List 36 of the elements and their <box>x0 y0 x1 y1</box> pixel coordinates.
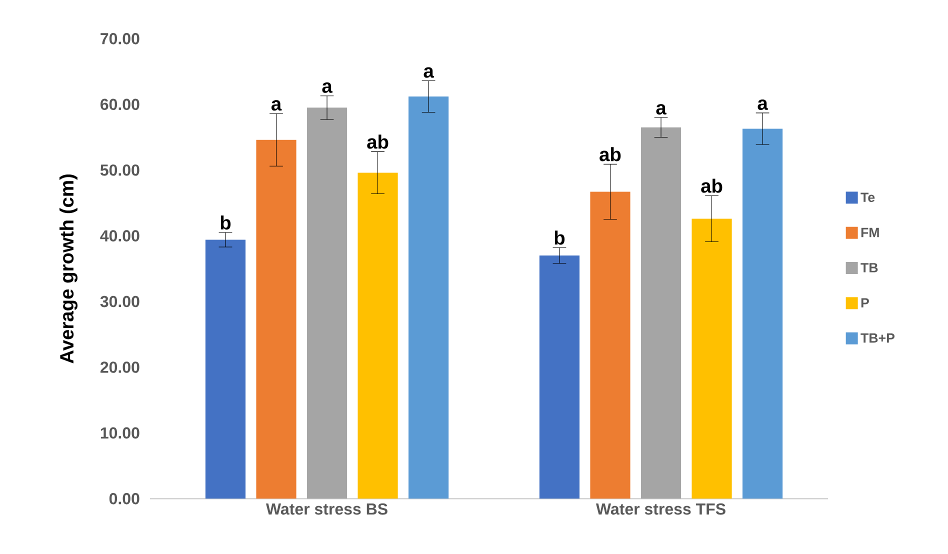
legend-label: Te <box>860 192 875 202</box>
bar <box>306 108 348 499</box>
y-tick-label: 50.00 <box>100 164 140 176</box>
bar <box>408 96 449 499</box>
data-label: ab <box>701 178 722 193</box>
bar <box>692 218 732 499</box>
y-tick-label: 20.00 <box>100 362 140 373</box>
y-axis-title: Average growth (cm) <box>60 174 78 364</box>
legend-label: P <box>861 298 869 308</box>
y-tick-label: 0.00 <box>109 493 140 504</box>
data-label: a <box>322 82 332 93</box>
data-label: a <box>758 99 768 110</box>
data-label: a <box>271 100 282 111</box>
legend-label: TB <box>860 263 878 272</box>
bar <box>590 192 630 499</box>
bar <box>640 127 682 499</box>
y-tick-label: 40.00 <box>100 230 140 242</box>
y-tick-label: 60.00 <box>100 98 140 110</box>
y-tick-label: 30.00 <box>100 296 140 308</box>
x-tick-label: Water stress TFS <box>596 503 726 515</box>
bar <box>539 256 580 499</box>
data-label: ab <box>367 134 388 149</box>
bar <box>205 240 246 499</box>
bar <box>256 140 296 499</box>
bar <box>358 172 398 499</box>
data-label: a <box>656 104 666 115</box>
data-label: a <box>424 67 434 78</box>
legend-label: TB+P <box>860 333 895 343</box>
y-tick-label: 70.00 <box>100 33 140 44</box>
bar <box>742 128 783 499</box>
x-tick-label: Water stress BS <box>266 503 388 515</box>
data-label: ab <box>600 147 621 162</box>
data-label: b <box>220 216 231 230</box>
legend-label: FM <box>861 228 879 238</box>
data-label: b <box>554 230 565 245</box>
y-tick-label: 10.00 <box>100 427 140 439</box>
